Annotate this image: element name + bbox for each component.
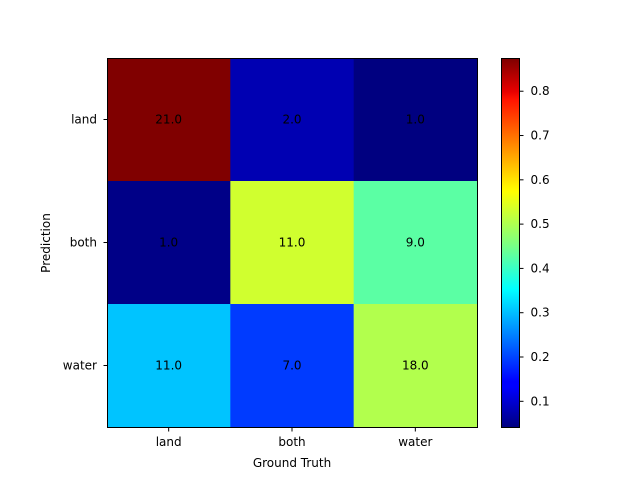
heatmap-cell xyxy=(107,181,231,305)
heatmap-cell xyxy=(230,181,355,305)
cell-value-label: 7.0 xyxy=(282,359,301,373)
x-tick-label: land xyxy=(156,435,182,449)
colorbar-tick-label: 0.7 xyxy=(531,129,550,143)
x-axis-ticks: land both water xyxy=(156,427,432,449)
x-tick-label: both xyxy=(278,435,305,449)
heatmap-cell xyxy=(353,58,478,182)
cell-value-label: 18.0 xyxy=(402,359,429,373)
colorbar-tick-label: 0.4 xyxy=(531,261,550,275)
colorbar-tick-label: 0.2 xyxy=(531,350,550,364)
colorbar-tick-label: 0.3 xyxy=(531,306,550,320)
colorbar-tick-label: 0.1 xyxy=(531,394,550,408)
cell-value-label: 1.0 xyxy=(159,236,178,250)
x-axis-label: Ground Truth xyxy=(253,456,331,470)
cell-value-label: 21.0 xyxy=(155,113,182,127)
cell-value-label: 1.0 xyxy=(406,113,425,127)
y-tick-label: land xyxy=(71,113,97,127)
y-tick-label: water xyxy=(63,359,97,373)
heatmap-cell xyxy=(107,58,231,182)
heatmap-cell xyxy=(230,58,355,182)
cell-value-label: 11.0 xyxy=(279,236,306,250)
heatmap-cell xyxy=(353,181,478,305)
y-tick-label: both xyxy=(70,236,97,250)
x-tick-label: water xyxy=(398,435,432,449)
cell-value-label: 11.0 xyxy=(155,359,182,373)
colorbar-ticks: 0.1 0.2 0.3 0.4 0.5 0.6 0.7 0.8 xyxy=(519,84,550,408)
cell-value-label: 2.0 xyxy=(282,113,301,127)
cell-value-label: 9.0 xyxy=(406,236,425,250)
colorbar-tick-label: 0.6 xyxy=(531,173,550,187)
colorbar xyxy=(501,58,520,428)
colorbar-tick-label: 0.8 xyxy=(531,84,550,98)
heatmap-cells xyxy=(107,58,478,428)
heatmap-cell xyxy=(230,304,355,428)
colorbar-tick-label: 0.5 xyxy=(531,217,550,231)
heatmap-cell xyxy=(353,304,478,428)
heatmap-cell xyxy=(107,304,231,428)
y-axis-label: Prediction xyxy=(39,213,53,273)
heatmap-cell-labels: 21.0 2.0 1.0 1.0 11.0 9.0 11.0 7.0 18.0 xyxy=(155,113,428,373)
y-axis-ticks: land both water xyxy=(63,113,108,373)
